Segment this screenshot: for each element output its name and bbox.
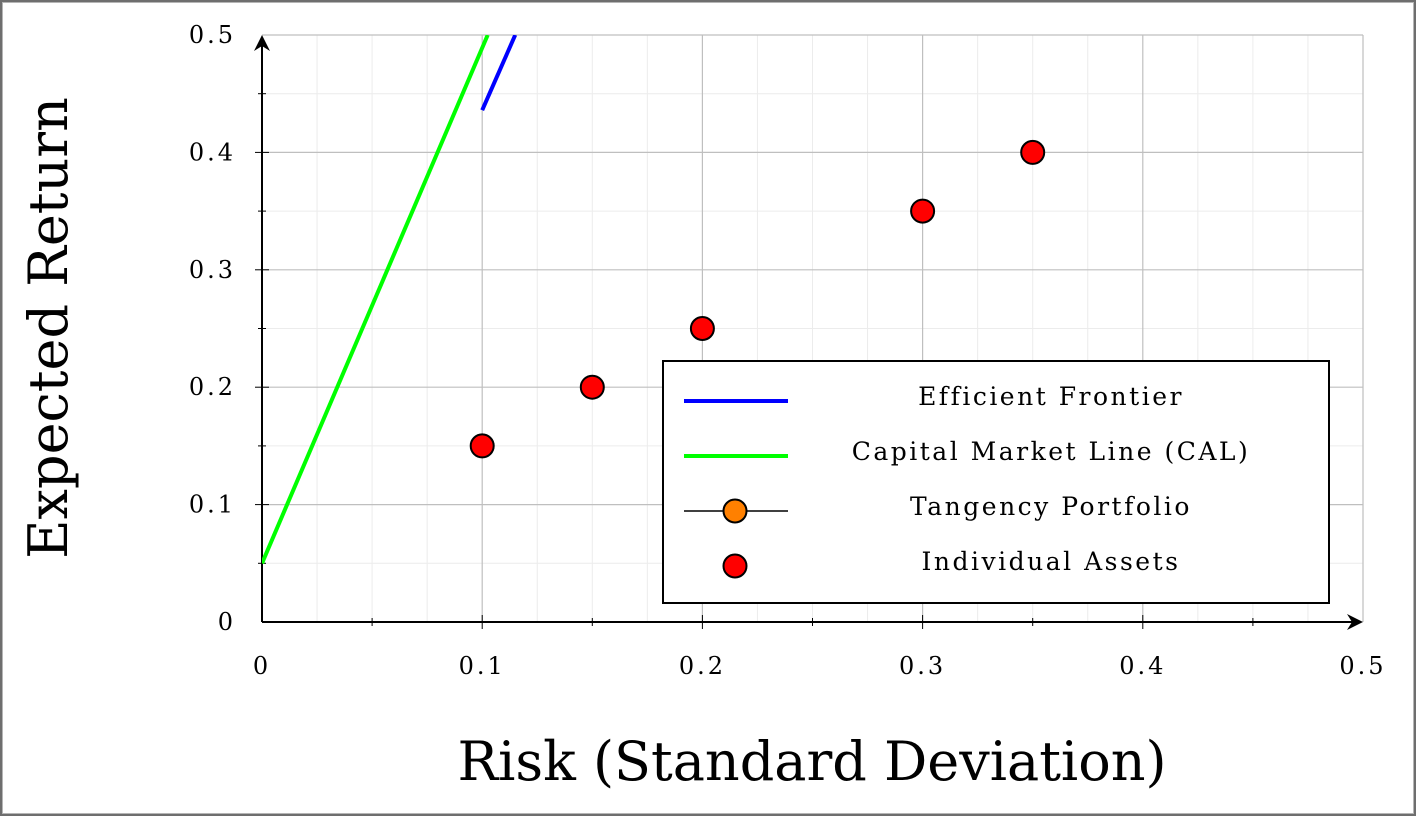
x-tick-label: 0.2 — [679, 652, 726, 680]
x-tick-label: 0 — [253, 652, 271, 680]
y-axis-title: Expected Return — [17, 97, 80, 559]
y-axis-arrow — [254, 35, 270, 51]
x-axis-arrow — [1347, 614, 1363, 630]
legend-swatch-tangency-portfolio — [722, 498, 748, 524]
x-axis-title: Risk (Standard Deviation) — [457, 730, 1166, 793]
individual-assets-point — [910, 198, 936, 224]
legend-swatch-individual-assets — [722, 553, 748, 579]
x-tick-label: 0.1 — [459, 652, 506, 680]
y-tick-label: 0 — [218, 608, 236, 636]
x-tick-label: 0.5 — [1339, 652, 1386, 680]
y-tick-label: 0.5 — [189, 21, 236, 49]
series-lines — [262, 35, 518, 565]
legend-label-individual-assets: Individual Assets — [922, 547, 1181, 576]
x-tick-label: 0.4 — [1119, 652, 1166, 680]
individual-assets-point — [1020, 139, 1046, 165]
capital-market-line-cal-line — [262, 35, 490, 565]
legend-label-efficient-frontier: Efficient Frontier — [918, 382, 1184, 411]
y-tick-label: 0.1 — [189, 491, 236, 519]
x-tick-label: 0.3 — [899, 652, 946, 680]
axes — [254, 35, 1363, 630]
legend: Efficient Frontier Capital Market Line (C… — [662, 360, 1330, 604]
individual-assets-point — [579, 374, 605, 400]
individual-assets-point — [469, 433, 495, 459]
axis-ticks: 0 0.1 0.2 0.3 0.4 0.5 0 0.1 0.2 0.3 0.4 0.5 — [189, 21, 1386, 680]
y-tick-label: 0.3 — [189, 256, 236, 284]
legend-label-tangency-portfolio: Tangency Portfolio — [910, 492, 1192, 521]
legend-label-capital-market-line-cal: Capital Market Line (CAL) — [852, 437, 1251, 466]
individual-assets-point — [689, 316, 715, 341]
series-points — [469, 139, 1046, 459]
y-tick-label: 0.4 — [189, 138, 236, 166]
efficient-frontier-line — [480, 35, 518, 111]
y-tick-label: 0.2 — [189, 373, 236, 401]
